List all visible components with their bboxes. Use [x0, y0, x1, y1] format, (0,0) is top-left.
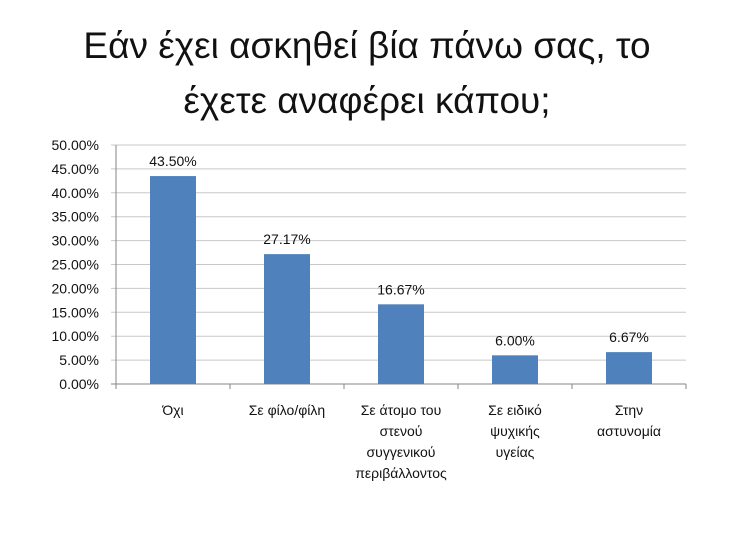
x-category-label: συγγενικού	[367, 444, 436, 460]
chart-title-line-2: έχετε αναφέρει κάπου;	[183, 80, 551, 121]
data-label: 27.17%	[263, 231, 310, 247]
y-tick-label: 50.00%	[52, 137, 99, 153]
y-tick-label: 25.00%	[52, 257, 99, 273]
y-tick-label: 30.00%	[52, 233, 99, 249]
data-label: 43.50%	[149, 153, 196, 169]
x-category-label: ψυχικής	[490, 423, 540, 439]
x-category-label: Όχι	[161, 402, 183, 418]
bar	[492, 355, 538, 384]
data-label: 6.67%	[609, 329, 649, 345]
bar	[606, 352, 652, 384]
x-category-label: περιβάλλοντος	[355, 465, 447, 481]
x-category-label: στενού	[380, 423, 423, 439]
chart-title-line-1: Εάν έχει ασκηθεί βία πάνω σας, το	[83, 25, 651, 66]
y-tick-label: 10.00%	[52, 328, 99, 344]
y-tick-label: 5.00%	[59, 352, 99, 368]
y-tick-label: 0.00%	[59, 376, 99, 392]
bar	[378, 304, 424, 384]
y-tick-label: 45.00%	[52, 161, 99, 177]
data-label: 16.67%	[377, 281, 424, 297]
y-tick-label: 15.00%	[52, 304, 99, 320]
bar	[264, 254, 310, 384]
bar	[150, 176, 196, 384]
x-category-label: υγείας	[496, 444, 535, 460]
y-tick-label: 20.00%	[52, 280, 99, 296]
x-category-label: Σε φίλο/φίλη	[249, 402, 325, 418]
x-category-label: Σε άτομο του	[361, 402, 442, 418]
data-label: 6.00%	[495, 332, 535, 348]
x-category-label: αστυνομία	[597, 423, 661, 439]
y-tick-label: 35.00%	[52, 209, 99, 225]
y-tick-label: 40.00%	[52, 185, 99, 201]
x-category-label: Στην	[615, 402, 643, 418]
x-category-label: Σε ειδικό	[488, 402, 542, 418]
